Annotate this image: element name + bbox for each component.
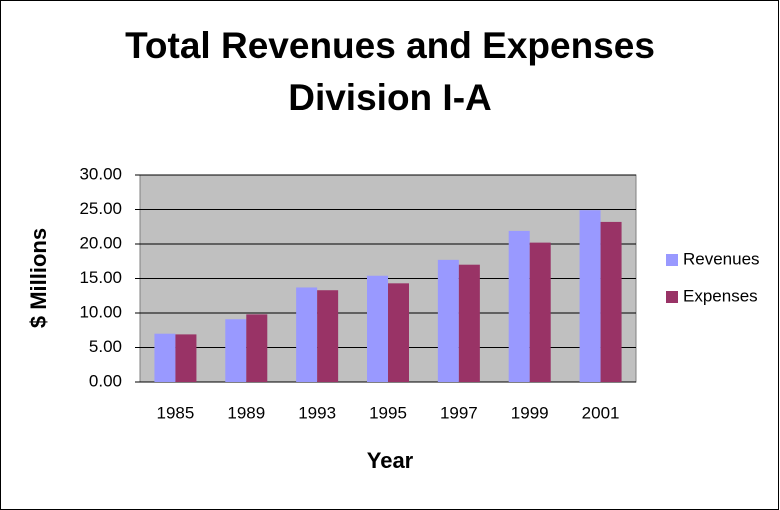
bar [225, 319, 247, 382]
bar [600, 221, 622, 382]
x-tick-label: 1997 [440, 403, 478, 422]
bar [367, 275, 388, 382]
legend-label: Expenses [683, 286, 758, 305]
y-tick-label: 20.00 [79, 233, 122, 252]
x-tick-label: 1989 [227, 403, 265, 422]
bar [579, 210, 601, 382]
bar [458, 264, 480, 382]
x-axis-label: Year [367, 448, 414, 473]
bar [437, 259, 459, 382]
bar [296, 287, 318, 382]
y-tick-label: 5.00 [89, 337, 122, 356]
y-tick-label: 10.00 [79, 302, 122, 321]
y-tick-label: 0.00 [89, 371, 122, 390]
bar [175, 334, 197, 382]
x-tick-label: 1995 [369, 403, 407, 422]
chart-title: Division I-A [288, 77, 492, 118]
legend-label: Revenues [683, 249, 760, 268]
y-tick-label: 15.00 [79, 268, 122, 287]
y-axis-label: $ Millions [26, 228, 51, 328]
bar [154, 333, 176, 382]
chart-title: Total Revenues and Expenses [125, 25, 655, 66]
bar [508, 230, 530, 382]
y-tick-label: 30.00 [79, 164, 122, 183]
x-tick-label: 1999 [511, 403, 549, 422]
legend-swatch [666, 254, 678, 266]
x-tick-label: 2001 [582, 403, 620, 422]
bar [388, 283, 409, 382]
legend-swatch [666, 291, 678, 303]
bar [317, 290, 339, 382]
bar [246, 314, 268, 382]
y-tick-label: 25.00 [79, 199, 122, 218]
bar [529, 242, 551, 382]
x-tick-label: 1993 [298, 403, 336, 422]
x-tick-label: 1985 [157, 403, 195, 422]
